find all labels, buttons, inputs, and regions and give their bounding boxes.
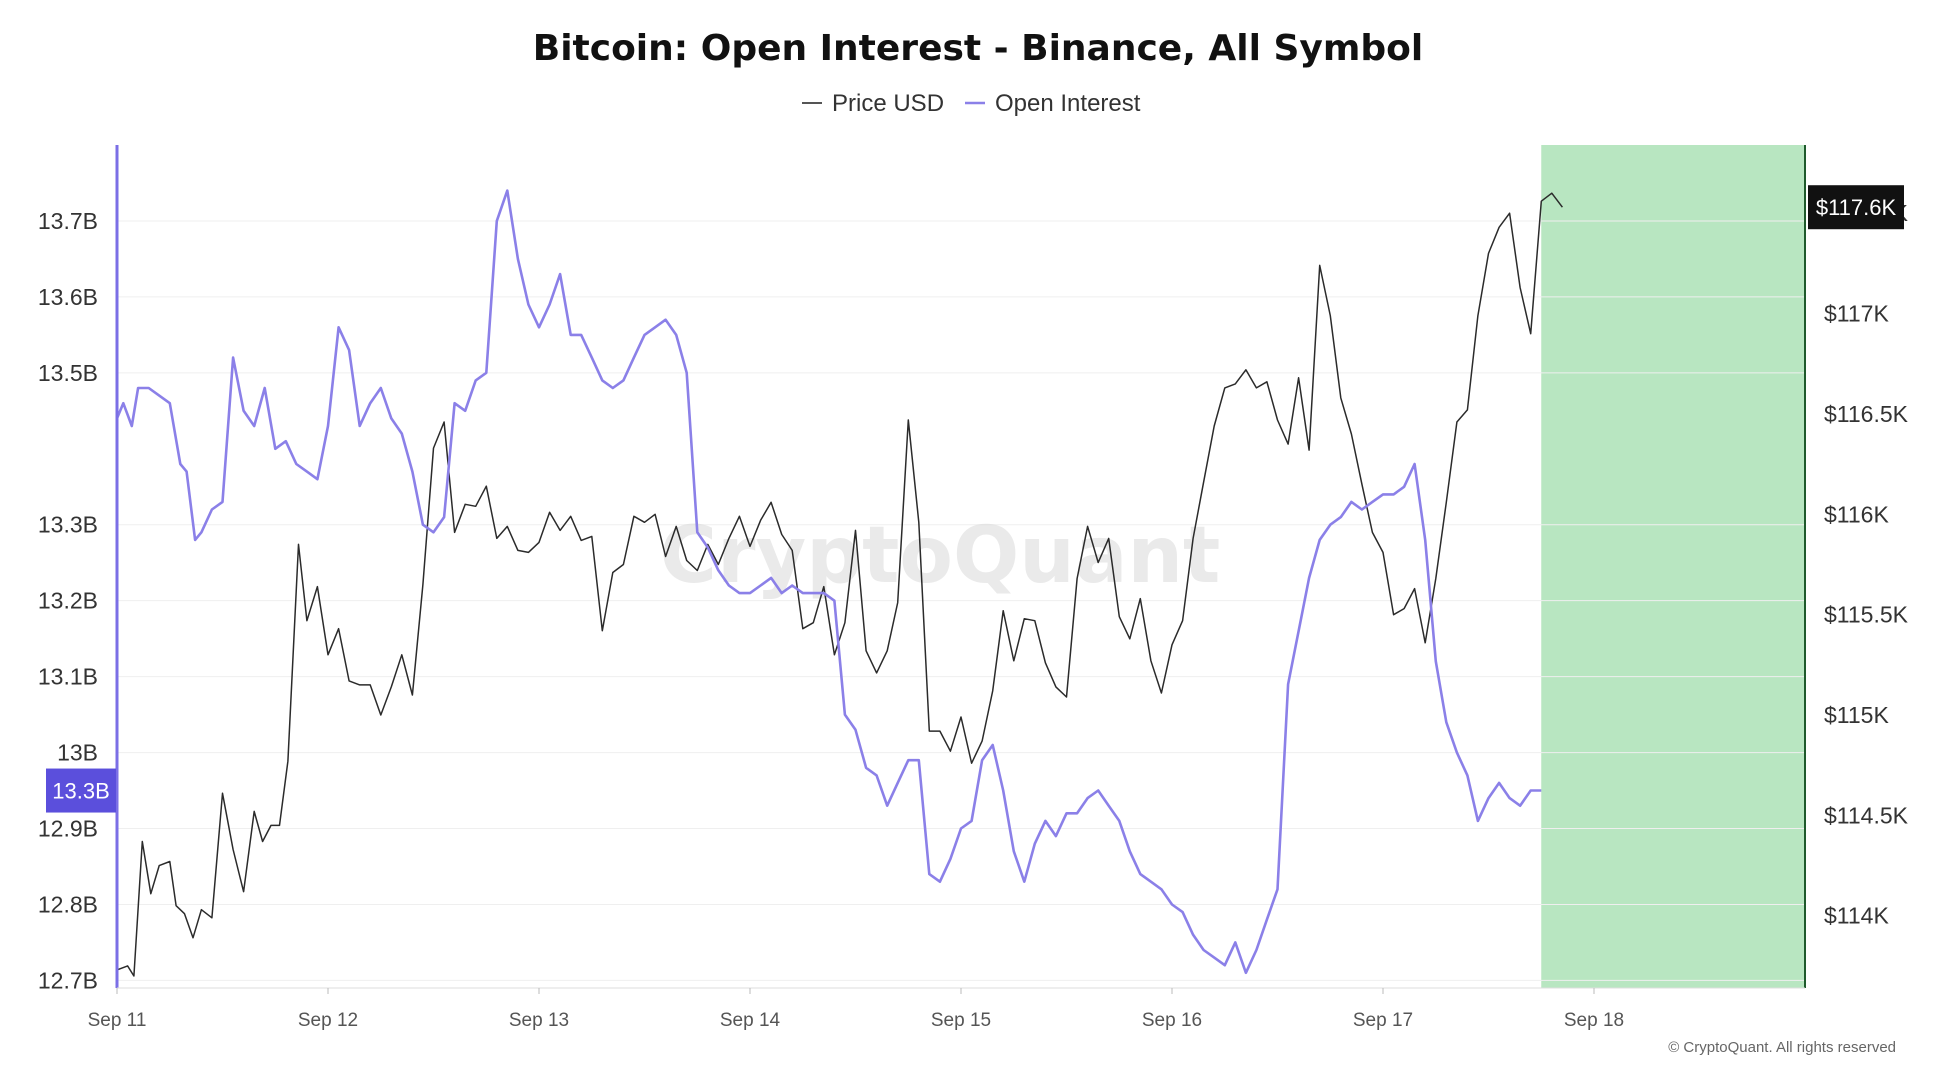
legend-oi-label[interactable]: Open Interest: [995, 90, 1141, 117]
left-tick-label: 13B: [57, 740, 98, 766]
x-tick-label: Sep 14: [720, 1010, 781, 1031]
left-tick-label: 13.7B: [38, 208, 98, 234]
price-usd-line: [116, 192, 1563, 977]
left-axis-ticks: 12.7B 12.8B 12.9B 13B 13.1B 13.2B 13.3B 13.5B 13…: [38, 208, 98, 993]
left-tick-label: 13.2B: [38, 588, 98, 614]
right-badge-background: [1808, 185, 1904, 230]
x-tick-label: Sep 11: [88, 1010, 147, 1031]
highlight-region: [1541, 145, 1805, 988]
x-axis-ticks: Sep 11 Sep 12 Sep 13 Sep 14 Sep 15 Sep 16 Sep …: [88, 987, 1805, 1031]
x-tick-label: Sep 17: [1353, 1010, 1413, 1031]
left-tick-label: 13.1B: [38, 664, 98, 690]
open-interest-line: [115, 189, 1542, 975]
right-current-badge: $117.6K: [1808, 185, 1904, 230]
right-badge-label: $117.6K: [1816, 195, 1897, 220]
x-tick-label: Sep 18: [1564, 1010, 1624, 1031]
right-tick-label: $115.5K: [1824, 602, 1909, 628]
right-tick-label: $115K: [1824, 702, 1889, 728]
x-tick-label: Sep 15: [931, 1010, 991, 1031]
right-tick-label: $117K: [1824, 301, 1889, 327]
x-tick-label: Sep 16: [1142, 1010, 1202, 1031]
left-badge-background: [46, 768, 116, 813]
left-tick-label: 12.8B: [38, 891, 98, 917]
left-badge-label: 13.3B: [52, 779, 110, 804]
series-layer: [115, 189, 1563, 977]
legend-price-label[interactable]: Price USD: [832, 90, 944, 117]
chart-title: Bitcoin: Open Interest - Binance, All Sy…: [533, 28, 1424, 69]
left-tick-label: 13.5B: [38, 360, 98, 386]
right-tick-label: $116.5K: [1824, 401, 1909, 427]
x-tick-label: Sep 13: [509, 1010, 569, 1031]
right-tick-label: $114K: [1824, 903, 1889, 929]
copyright-notice: © CryptoQuant. All rights reserved: [1668, 1039, 1896, 1056]
x-tick-label: Sep 12: [298, 1010, 358, 1031]
left-tick-label: 13.6B: [38, 284, 98, 310]
chart-legend[interactable]: Price USD Open Interest: [802, 90, 1141, 117]
left-current-badge: 13.3B: [46, 768, 116, 813]
left-tick-label: 13.3B: [38, 512, 98, 538]
watermark: CryptoQuant: [660, 511, 1221, 601]
right-axis-ticks: $114K $114.5K $115K $115.5K $116K $116.5K $117…: [1824, 200, 1909, 929]
left-tick-label: 12.7B: [38, 967, 98, 993]
right-tick-label: $116K: [1824, 501, 1889, 527]
right-tick-label: $114.5K: [1824, 802, 1909, 828]
left-tick-label: 12.9B: [38, 816, 98, 842]
